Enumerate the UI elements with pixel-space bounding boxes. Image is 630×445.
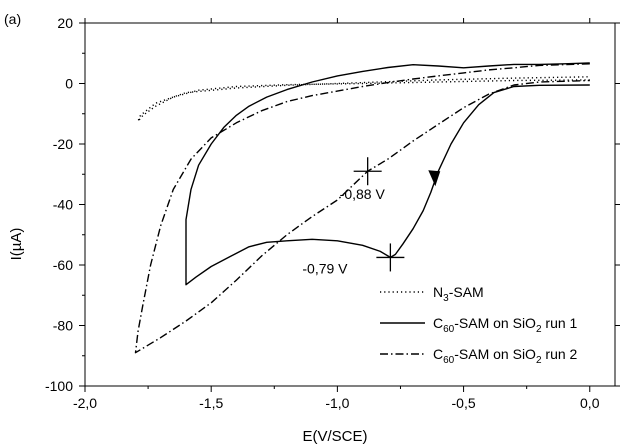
series-lines bbox=[134, 62, 590, 354]
legend-entry-2: C60-SAM on SiO2 run 1 bbox=[433, 315, 578, 335]
axes: -2,0 -1,5 -1,0 -0,5 0,0 20 0 -20 -40 -60 -80 -100 bbox=[45, 15, 620, 411]
legend-entry-1: N3-SAM bbox=[433, 284, 484, 304]
y-tick-label: -100 bbox=[45, 378, 73, 394]
peak-label: -0,88 V bbox=[340, 186, 386, 202]
series-line-1 bbox=[137, 76, 590, 122]
annotations: -0,88 V -0,79 V bbox=[302, 157, 441, 276]
series-line-3 bbox=[134, 63, 590, 354]
legend-entry-3: C60-SAM on SiO2 run 2 bbox=[433, 346, 578, 366]
x-axis-title: E(V/SCE) bbox=[302, 428, 367, 445]
y-tick-label: -80 bbox=[53, 318, 73, 334]
y-axis-title: I(µA) bbox=[8, 228, 25, 261]
y-tick-label: 0 bbox=[65, 76, 73, 92]
x-tick-label: -2,0 bbox=[73, 395, 97, 411]
series-line-2 bbox=[185, 62, 590, 286]
peak-label: -0,79 V bbox=[302, 260, 348, 276]
y-tick-label: -60 bbox=[53, 257, 73, 273]
legend: N3-SAM C60-SAM on SiO2 run 1 C60-SAM on Si… bbox=[380, 284, 578, 366]
x-tick-label: -0,5 bbox=[452, 395, 476, 411]
x-tick-label: -1,5 bbox=[199, 395, 223, 411]
y-tick-label: -20 bbox=[53, 136, 73, 152]
y-tick-label: 20 bbox=[57, 15, 73, 31]
panel-label: (a) bbox=[4, 11, 21, 27]
x-tick-label: -1,0 bbox=[325, 395, 349, 411]
y-tick-label: -40 bbox=[53, 197, 73, 213]
sweep-direction-arrow bbox=[428, 170, 441, 187]
x-tick-label: 0,0 bbox=[580, 395, 600, 411]
